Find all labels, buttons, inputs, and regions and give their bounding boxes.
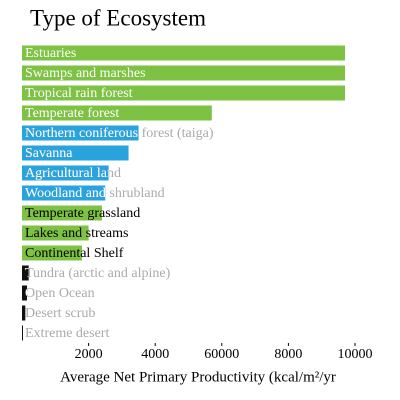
bar-label: Desert scrub (25, 306, 95, 321)
bar-label: Woodland and shrubland (25, 186, 165, 201)
x-tick-label: 10000 (338, 347, 373, 362)
bar (22, 225, 89, 241)
bar (22, 65, 346, 81)
bar (22, 85, 346, 101)
x-tick-label: 2000 (75, 347, 103, 362)
bar-label-inside: Agricultural land (25, 166, 121, 181)
bar-label: Lakes and streams (25, 226, 128, 241)
x-tick-label: 4000 (141, 347, 169, 362)
bar-label-inside: Woodland and shrubland (25, 186, 165, 201)
bar (22, 205, 102, 221)
bar-label: Tropical rain forest (25, 86, 133, 101)
bar (22, 265, 29, 281)
bar-label: Temperate forest (25, 106, 119, 121)
bar-label-inside: Tundra (arctic and alpine) (25, 266, 171, 281)
bar-label: Tundra (arctic and alpine) (25, 266, 171, 281)
x-tick-label: 8000 (274, 347, 302, 362)
bar-label: Northern coniferous forest (taiga) (25, 126, 214, 141)
bar-label: Agricultural land (25, 166, 121, 181)
bar-label: Temperate grassland (25, 206, 140, 221)
bar-label: Swamps and marshes (25, 66, 146, 81)
chart-title: Type of Ecosystem (30, 5, 206, 30)
bar (22, 245, 82, 261)
bar-label-inside: Open Ocean (25, 286, 95, 301)
x-axis-label: Average Net Primary Productivity (kcal/m… (60, 369, 336, 385)
bar (22, 145, 129, 161)
bar (22, 305, 26, 321)
bar-label-inside: Northern coniferous forest (taiga) (25, 126, 214, 141)
bar-label: Open Ocean (25, 286, 95, 301)
bar-label: Estuaries (25, 46, 76, 61)
bar-label: Extreme desert (25, 326, 109, 341)
bar (22, 325, 23, 341)
bar (22, 45, 346, 61)
bar (22, 285, 27, 301)
bar (22, 165, 109, 181)
bar (22, 185, 106, 201)
bar-label: Continental Shelf (25, 246, 124, 261)
bar-label-inside: Desert scrub (25, 306, 95, 321)
bar-label: Savanna (25, 146, 73, 161)
x-tick-label: 60000 (204, 347, 239, 362)
bar-label-inside: Savanna (25, 146, 73, 161)
bar (22, 105, 212, 121)
bar (22, 125, 139, 141)
